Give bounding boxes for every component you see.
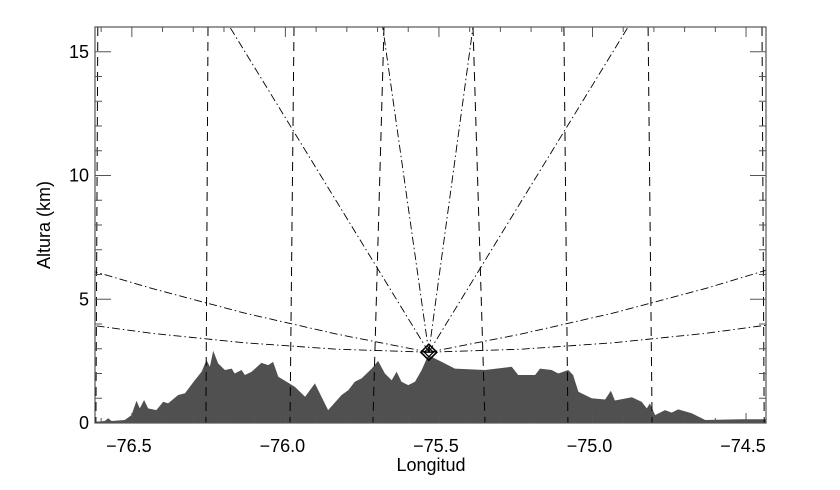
axes	[94, 26, 767, 424]
dash-dot-line	[428, 27, 629, 353]
y-tick-label: 0	[79, 413, 89, 433]
terrain-area	[95, 350, 766, 423]
x-tick-label: −75.0	[567, 436, 613, 456]
x-axis-label: Longitud	[396, 455, 465, 475]
dashed-line	[289, 27, 295, 423]
x-tick-labels: −76.5 −76.0 −75.5 −75.0 −74.5	[106, 436, 766, 456]
dash-dot-line	[428, 27, 474, 353]
beam-lines-layer	[95, 27, 766, 423]
y-tick-label: 5	[79, 289, 89, 309]
dash-dot-line	[382, 27, 430, 353]
radar-diamond-icon	[419, 343, 438, 362]
y-axis-label: Altura (km)	[34, 181, 54, 269]
y-tick-label: 15	[69, 42, 89, 62]
dash-dot-line	[428, 269, 766, 353]
y-tick-label: 10	[69, 166, 89, 186]
dashed-line	[472, 27, 486, 423]
y-tick-labels: 0 5 10 15	[69, 42, 89, 433]
radar-marker-layer	[419, 343, 438, 362]
dashed-line	[563, 27, 569, 423]
terrain-layer	[95, 350, 766, 423]
x-tick-label: −75.5	[413, 436, 459, 456]
dashed-line	[205, 27, 209, 423]
dashed-line	[372, 27, 385, 423]
dash-dot-line	[428, 324, 766, 353]
x-tick-label: −76.5	[106, 436, 152, 456]
dash-dot-line	[95, 271, 429, 353]
dash-dot-line	[229, 27, 430, 353]
radar-inner-diamond-icon	[423, 346, 435, 358]
x-tick-label: −76.0	[260, 436, 306, 456]
dash-dot-line	[95, 325, 429, 353]
dashed-line	[647, 27, 653, 423]
x-tick-label: −74.5	[720, 436, 766, 456]
